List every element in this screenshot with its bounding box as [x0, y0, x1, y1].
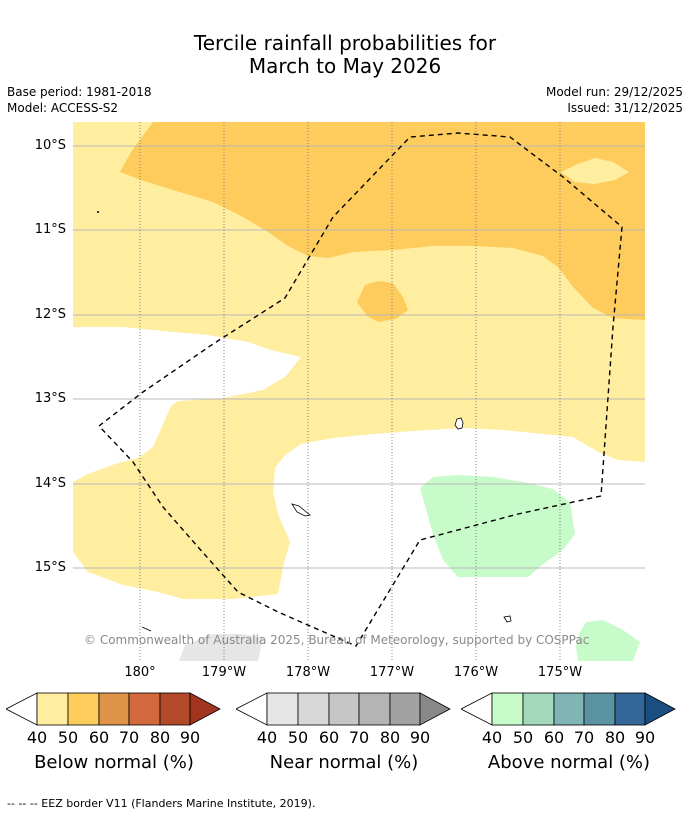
island-d [141, 626, 152, 632]
near-normal-40-50-region [179, 634, 263, 661]
lon-label-176w: 176°W [453, 665, 499, 680]
issued-date: Issued: 31/12/2025 [567, 101, 683, 115]
lat-label-11s: 11°S [34, 222, 66, 237]
above-swatch-6 [644, 692, 676, 726]
below-tick-80: 80 [149, 728, 171, 747]
lon-label-178w: 178°W [285, 665, 331, 680]
near-swatch-1 [266, 692, 299, 726]
colorbar-near-normal [236, 692, 451, 726]
base-period: Base period: 1981-2018 [7, 85, 152, 99]
near-tick-80: 80 [379, 728, 401, 747]
eez-footnote: -- -- -- EEZ border V11 (Flanders Marine… [7, 797, 316, 810]
near-swatch-5 [389, 692, 421, 726]
below-swatch-4 [128, 692, 161, 726]
near-tick-50: 50 [287, 728, 309, 747]
island-c [503, 615, 512, 623]
below-swatch-2 [67, 692, 100, 726]
rainfall-probability-map [73, 122, 645, 661]
below-swatch-3 [98, 692, 130, 726]
lat-label-14s: 14°S [34, 476, 66, 491]
above-swatch-4 [583, 692, 616, 726]
above-tick-80: 80 [604, 728, 626, 747]
above-swatch-3 [553, 692, 585, 726]
below-tick-60: 60 [88, 728, 110, 747]
above-tick-70: 70 [573, 728, 595, 747]
above-tick-90: 90 [634, 728, 656, 747]
near-swatch-2 [297, 692, 330, 726]
island-e [97, 211, 99, 213]
colorbar-title-above: Above normal (%) [487, 752, 651, 773]
below-normal-patch-east [561, 158, 629, 184]
above-swatch-5 [614, 692, 646, 726]
lon-label-175w: 175°W [537, 665, 583, 680]
colorbar-below-normal [6, 692, 221, 726]
map-title-line2: March to May 2026 [248, 54, 442, 78]
below-normal-blob [357, 281, 408, 322]
colorbar-above-normal [461, 692, 676, 726]
below-swatch-5 [159, 692, 191, 726]
lon-label-179w: 179°W [201, 665, 247, 680]
above-normal-40-50-region [420, 475, 575, 577]
near-swatch-3 [328, 692, 360, 726]
map-title-line1: Tercile rainfall probabilities for [193, 31, 497, 55]
above-tick-50: 50 [512, 728, 534, 747]
below-normal-50-60-region [120, 122, 645, 320]
above-swatch-0 [461, 692, 493, 726]
near-tick-40: 40 [256, 728, 278, 747]
above-tick-40: 40 [481, 728, 503, 747]
colorbar-title-below: Below normal (%) [34, 752, 194, 773]
above-swatch-1 [491, 692, 524, 726]
near-swatch-0 [236, 692, 268, 726]
below-tick-50: 50 [57, 728, 79, 747]
above-tick-60: 60 [543, 728, 565, 747]
colorbar-title-near: Near normal (%) [269, 752, 419, 773]
below-tick-40: 40 [26, 728, 48, 747]
eez-border [97, 132, 623, 647]
below-swatch-1 [36, 692, 69, 726]
island-a [454, 417, 464, 430]
above-normal-40-50-region-south [576, 620, 640, 661]
near-swatch-4 [358, 692, 391, 726]
model-name: Model: ACCESS-S2 [7, 101, 119, 115]
above-swatch-2 [522, 692, 555, 726]
below-swatch-0 [6, 692, 38, 726]
lon-label-177w: 177°W [369, 665, 415, 680]
copyright-notice: © Commonwealth of Australia 2025, Bureau… [84, 633, 590, 647]
near-tick-70: 70 [348, 728, 370, 747]
island-b [291, 503, 311, 517]
model-run-date: Model run: 29/12/2025 [545, 85, 683, 99]
lat-label-12s: 12°S [34, 307, 66, 322]
lon-label-180: 180° [124, 665, 156, 680]
lat-label-10s: 10°S [34, 138, 66, 153]
near-swatch-6 [419, 692, 451, 726]
near-tick-60: 60 [318, 728, 340, 747]
lat-label-15s: 15°S [34, 560, 66, 575]
below-swatch-6 [189, 692, 221, 726]
near-tick-90: 90 [409, 728, 431, 747]
lat-label-13s: 13°S [34, 391, 66, 406]
below-tick-70: 70 [118, 728, 140, 747]
below-tick-90: 90 [179, 728, 201, 747]
